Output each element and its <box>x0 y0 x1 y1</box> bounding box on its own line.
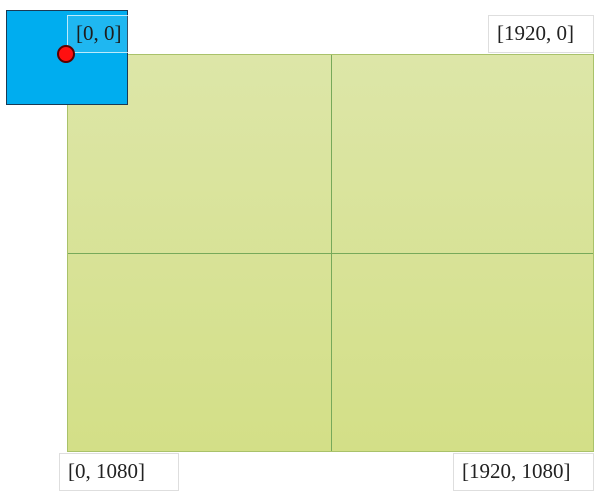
origin-marker-icon <box>57 45 75 63</box>
bottom-right-coordinate-label: [1920, 1080] <box>453 453 594 491</box>
top-right-coordinate-label: [1920, 0] <box>488 15 594 53</box>
bottom-left-coordinate-label: [0, 1080] <box>59 453 179 491</box>
screen-canvas <box>67 54 594 452</box>
top-left-coordinate-label: [0, 0] <box>67 15 144 53</box>
horizontal-gridline <box>68 253 593 254</box>
